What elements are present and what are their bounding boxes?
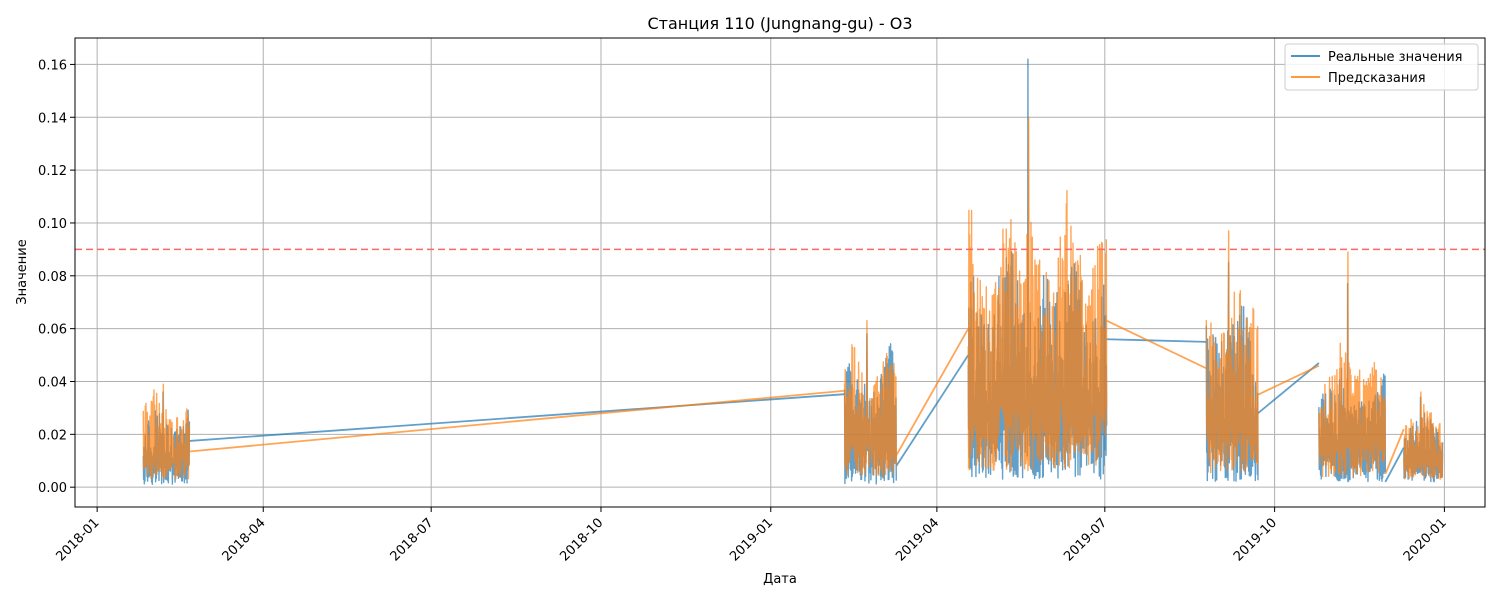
series-connector [1384,428,1405,475]
series-connector [1257,364,1320,396]
legend: Реальные значения Предсказания [1284,43,1479,91]
y-tick-label: 0.14 [38,111,67,126]
y-tick-label: 0.12 [38,164,67,179]
y-axis: 0.00 0.02 0.04 0.06 0.08 0.10 0.12 0.14 0.16 [38,58,75,496]
series-connector [895,354,970,467]
y-tick-label: 0.02 [38,428,67,443]
legend-box [1284,43,1479,91]
plot-frame [74,37,1486,508]
series-segment [1205,230,1259,474]
series-segment [1403,391,1444,480]
y-tick-label: 0.04 [38,375,67,390]
series-connector [1106,338,1207,343]
y-tick-label: 0.10 [38,217,67,232]
series-segment [142,383,191,480]
series-pred [142,116,1444,480]
series-connector [1106,319,1207,370]
legend-label-pred: Предсказания [1328,71,1426,86]
series-connector [189,393,845,442]
y-tick-label: 0.06 [38,323,67,338]
y-tick-label: 0.08 [38,270,67,285]
series-segment [967,116,1108,472]
legend-label-real: Реальные значения [1328,50,1463,65]
series-layer [142,58,1444,486]
series-segment [1318,251,1387,478]
x-axis-label: Дата [763,572,797,587]
y-tick-label: 0.16 [38,58,67,73]
series-connector [189,389,845,453]
series-segment [843,320,897,478]
y-axis-label: Значение [15,239,30,304]
series-connector [895,328,970,456]
series-connector [1384,447,1405,483]
chart-title: Станция 110 (Jungnang-gu) - O3 [647,14,912,33]
y-tick-label: 0.00 [38,481,67,496]
